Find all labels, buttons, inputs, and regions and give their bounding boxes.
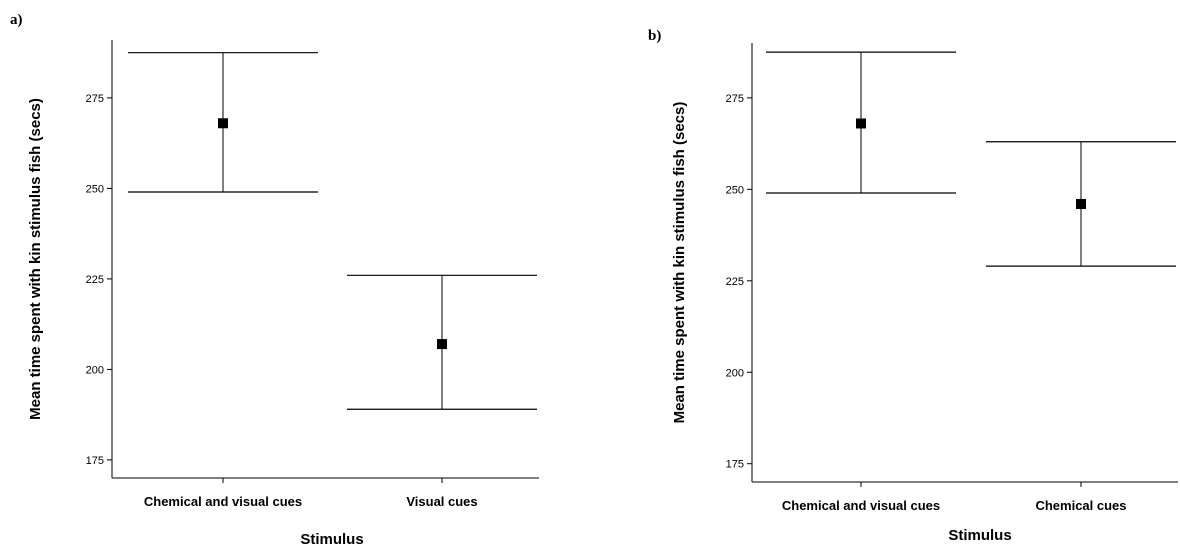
panel-a-data-point: [437, 339, 447, 350]
panel-b-y-axis-title: Mean time spent with kin stimulus fish (…: [671, 102, 688, 424]
panel-a-y-axis-title: Mean time spent with kin stimulus fish (…: [27, 98, 44, 420]
panel-b-data-point: [856, 118, 866, 129]
panel-a-label: a): [10, 12, 23, 28]
panel-b-y-tick-label: 175: [726, 459, 744, 471]
panel-b-y-tick-label: 250: [726, 184, 744, 196]
panel-b-category-label: Chemical and visual cues: [782, 498, 940, 513]
panel-a-x-axis-title: Stimulus: [300, 531, 363, 548]
panel-b-x-axis-title: Stimulus: [948, 527, 1011, 544]
panel-a-y-tick-label: 175: [86, 455, 104, 467]
panel-a-category-label: Chemical and visual cues: [144, 494, 302, 509]
panel-a-category-label: Visual cues: [406, 494, 477, 509]
panel-b-y-tick-label: 275: [726, 93, 744, 105]
panel-a-y-tick-label: 250: [86, 183, 104, 195]
panel-b-y-tick-label: 200: [726, 367, 744, 379]
panel-b-category-label: Chemical cues: [1035, 498, 1126, 513]
panel-a-y-tick-label: 225: [86, 274, 104, 286]
panel-b-y-tick-label: 225: [726, 276, 744, 288]
panel-b-data-point: [1076, 198, 1086, 209]
panel-a-y-tick-label: 200: [86, 364, 104, 376]
panel-a-y-tick-label: 275: [86, 93, 104, 105]
panel-a-data-point: [218, 118, 228, 129]
panel-b-label: b): [648, 28, 661, 44]
